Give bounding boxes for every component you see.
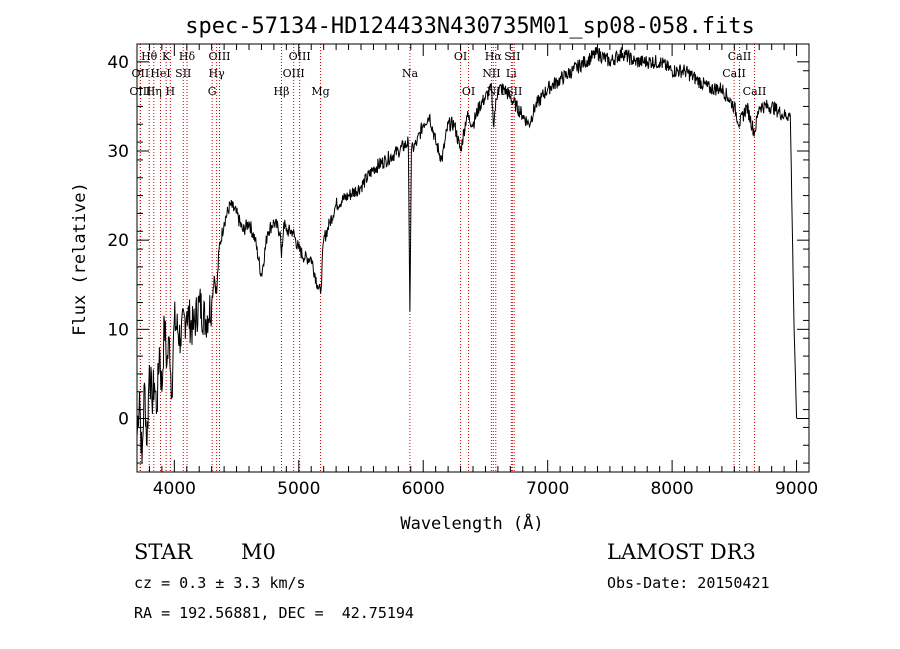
line-marker-label: CaII xyxy=(722,67,746,80)
line-marker-label: OIII xyxy=(283,67,305,80)
line-marker-label: G xyxy=(208,85,217,98)
line-marker-label: CaII xyxy=(743,85,767,98)
line-marker-label: Hβ xyxy=(274,85,290,98)
observation-date: Obs-Date: 20150421 xyxy=(607,574,770,592)
line-marker-label: Hα xyxy=(485,50,503,63)
line-marker-label: Hδ xyxy=(179,50,196,63)
line-marker-label: OI xyxy=(454,50,467,63)
line-marker-label: Mg xyxy=(311,85,329,98)
x-tick-label: 4000 xyxy=(153,479,196,499)
coordinates: RA = 192.56881, DEC = 42.75194 xyxy=(134,604,414,622)
line-marker-label: SII xyxy=(504,50,520,63)
spectrum-chart: spec-57134-HD124433N430735M01_sp08-058.f… xyxy=(70,14,818,534)
x-tick-label: 8000 xyxy=(650,479,693,499)
survey-name: LAMOST DR3 xyxy=(607,540,756,564)
line-marker-label: CaII xyxy=(728,50,752,63)
y-axis-label: Flux (relative) xyxy=(70,182,90,336)
line-marker-label: OII xyxy=(132,67,150,80)
x-tick-label: 9000 xyxy=(775,479,818,499)
line-marker-label: SII xyxy=(175,67,191,80)
line-marker-label: Na xyxy=(402,67,419,80)
line-marker-label: OIII xyxy=(129,85,151,98)
object-subclass: M0 xyxy=(241,540,276,564)
x-tick-label: 6000 xyxy=(402,479,445,499)
y-tick-label: 30 xyxy=(107,142,129,162)
line-marker-label: OIII xyxy=(208,50,230,63)
line-marker-label: HeI xyxy=(150,67,170,80)
line-marker-label: OI xyxy=(462,85,475,98)
x-axis-label: Wavelength (Å) xyxy=(400,512,543,534)
y-tick-label: 40 xyxy=(107,53,129,73)
y-tick-label: 0 xyxy=(118,410,129,430)
line-marker-label: H xyxy=(166,85,176,98)
chart-title: spec-57134-HD124433N430735M01_sp08-058.f… xyxy=(185,14,755,39)
y-tick-label: 10 xyxy=(107,320,129,340)
line-marker-label: Li xyxy=(506,67,517,80)
object-class: STAR xyxy=(134,540,193,564)
line-marker-label: K xyxy=(162,50,171,63)
x-tick-label: 5000 xyxy=(277,479,320,499)
redshift-cz: cz = 0.3 ± 3.3 km/s xyxy=(134,574,306,592)
x-tick-label: 7000 xyxy=(526,479,569,499)
x-axis-ticks: 4000 5000 6000 7000 8000 9000 xyxy=(136,44,818,499)
line-marker-label: OIII xyxy=(289,50,311,63)
plot-frame xyxy=(136,43,810,473)
line-marker-label: Hγ xyxy=(209,67,226,80)
line-marker-label: Hη xyxy=(146,85,162,98)
line-markers xyxy=(139,44,755,472)
line-marker-label: Hθ xyxy=(141,50,158,63)
spectrum-line xyxy=(136,47,798,464)
line-marker-label: NII xyxy=(482,67,500,80)
y-tick-label: 20 xyxy=(107,231,129,251)
y-axis-ticks: 0 10 20 30 40 xyxy=(107,53,809,464)
